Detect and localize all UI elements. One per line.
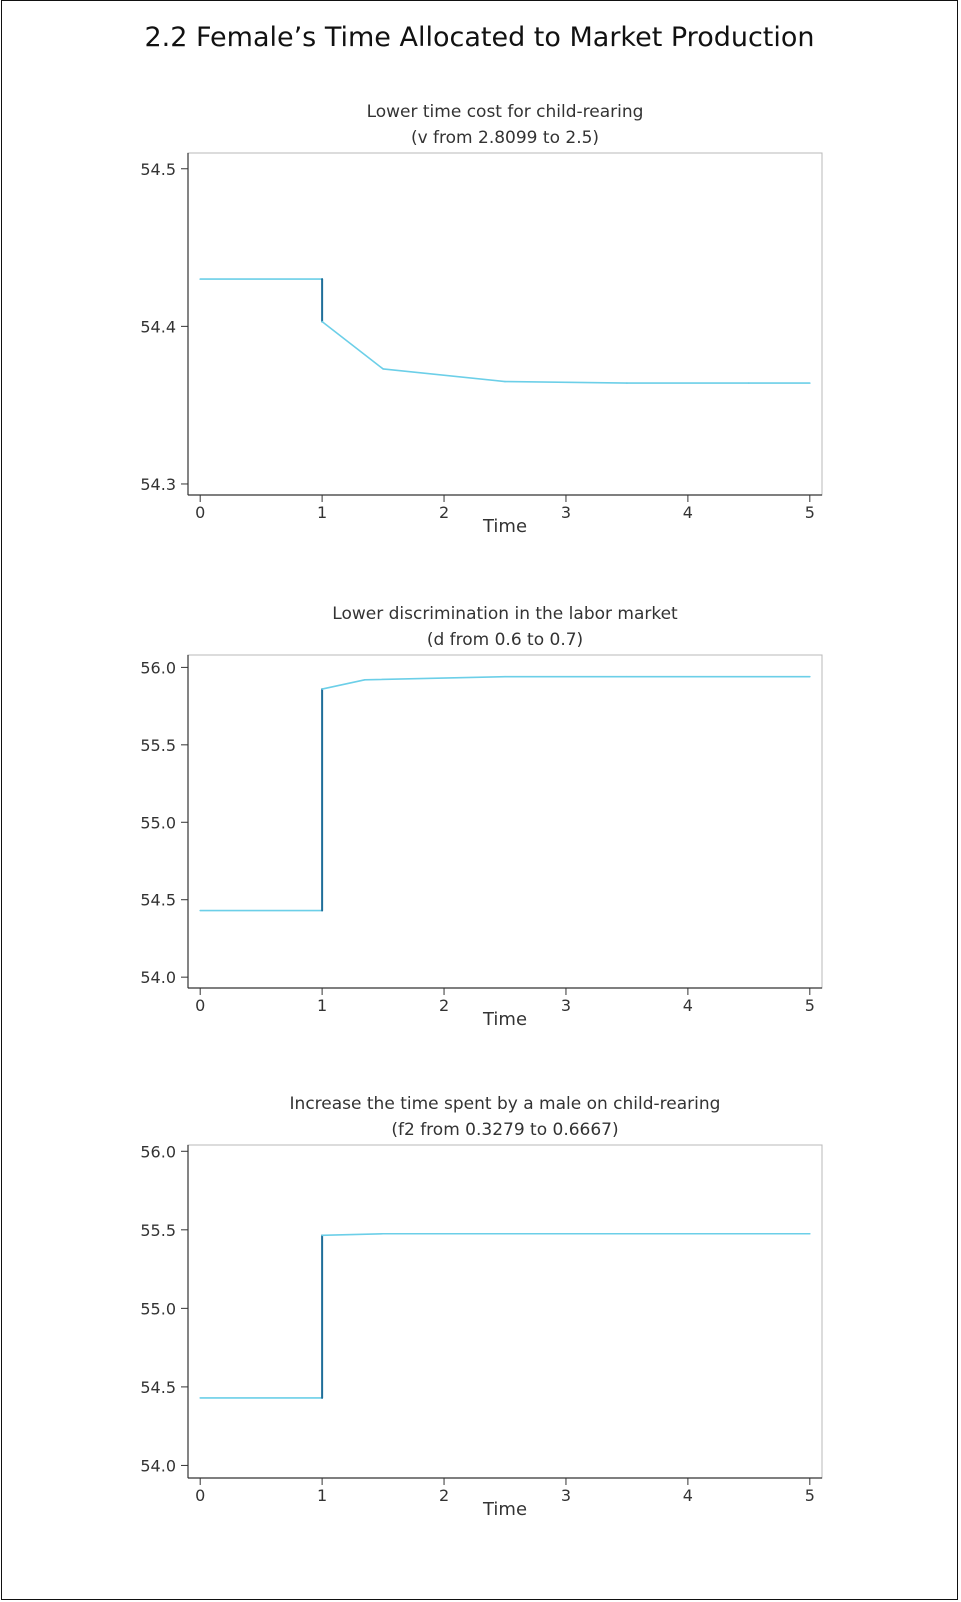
x-tick-label: 5 bbox=[805, 996, 815, 1015]
chart-subtitle: (d from 0.6 to 0.7) bbox=[427, 630, 583, 650]
x-tick-label: 0 bbox=[195, 1486, 205, 1505]
x-tick-label: 0 bbox=[195, 996, 205, 1015]
x-tick-label: 3 bbox=[561, 1486, 571, 1505]
series-line-segment bbox=[321, 1232, 384, 1237]
y-tick-label: 55.0 bbox=[140, 1299, 176, 1318]
page-title: 2.2 Female’s Time Allocated to Market Pr… bbox=[144, 22, 815, 53]
x-tick-label: 1 bbox=[317, 503, 327, 522]
chart-subtitle: (v from 2.8099 to 2.5) bbox=[411, 128, 599, 148]
plot-frame bbox=[187, 654, 823, 989]
y-tick-label: 54.0 bbox=[140, 968, 176, 987]
y-tick-label: 56.0 bbox=[140, 658, 176, 677]
x-tick-label: 4 bbox=[683, 503, 693, 522]
x-tick-label: 4 bbox=[683, 996, 693, 1015]
x-tick-label: 5 bbox=[805, 503, 815, 522]
x-tick-label: 5 bbox=[805, 1486, 815, 1505]
chart-subtitle: (f2 from 0.3279 to 0.6667) bbox=[391, 1120, 618, 1140]
y-tick-label: 54.4 bbox=[140, 317, 176, 336]
plot-frame bbox=[187, 1144, 823, 1479]
series-line-segment bbox=[363, 675, 506, 681]
y-tick-label: 54.3 bbox=[140, 475, 176, 494]
x-axis-label: Time bbox=[482, 1499, 527, 1520]
y-tick-label: 54.0 bbox=[140, 1456, 176, 1475]
y-tick-label: 55.0 bbox=[140, 813, 176, 832]
chart-2: Lower discrimination in the labor market… bbox=[140, 604, 823, 1030]
y-tick-label: 54.5 bbox=[140, 1378, 176, 1397]
series-line-segment bbox=[321, 678, 366, 690]
series-line-segment bbox=[382, 368, 506, 383]
x-tick-label: 3 bbox=[561, 503, 571, 522]
chart-3: Increase the time spent by a male on chi… bbox=[140, 1094, 823, 1520]
chart-title: Lower time cost for child-rearing bbox=[367, 102, 644, 122]
y-tick-label: 55.5 bbox=[140, 736, 176, 755]
chart-1: Lower time cost for child-rearing (v from… bbox=[140, 102, 823, 537]
chart-title: Increase the time spent by a male on chi… bbox=[290, 1094, 721, 1114]
x-tick-label: 0 bbox=[195, 503, 205, 522]
y-tick-label: 54.5 bbox=[140, 160, 176, 179]
series-line-segment bbox=[321, 320, 384, 370]
x-tick-label: 1 bbox=[317, 996, 327, 1015]
y-tick-label: 56.0 bbox=[140, 1142, 176, 1161]
plot-frame bbox=[187, 152, 823, 496]
x-axis-label: Time bbox=[482, 1009, 527, 1030]
x-tick-label: 1 bbox=[317, 1486, 327, 1505]
x-tick-label: 2 bbox=[439, 996, 449, 1015]
x-tick-label: 2 bbox=[439, 503, 449, 522]
y-tick-label: 55.5 bbox=[140, 1221, 176, 1240]
x-tick-label: 3 bbox=[561, 996, 571, 1015]
x-tick-label: 2 bbox=[439, 1486, 449, 1505]
y-tick-label: 54.5 bbox=[140, 891, 176, 910]
series-line-segment bbox=[504, 380, 628, 384]
chart-title: Lower discrimination in the labor market bbox=[332, 604, 678, 624]
x-tick-label: 4 bbox=[683, 1486, 693, 1505]
x-axis-label: Time bbox=[482, 516, 527, 537]
